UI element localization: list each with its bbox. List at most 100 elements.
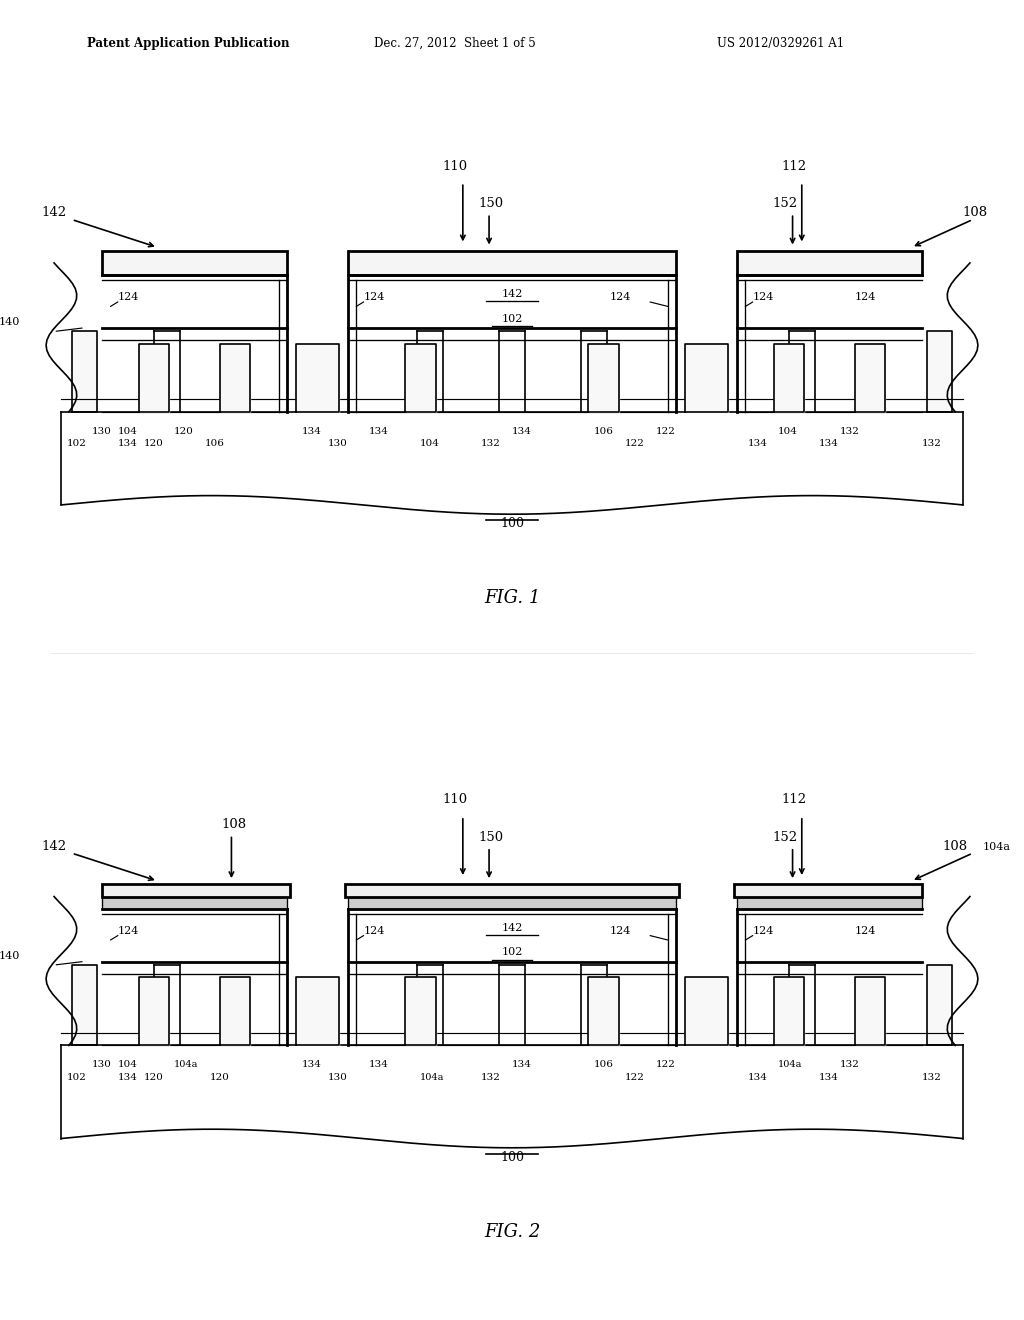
- Polygon shape: [404, 977, 435, 1045]
- Text: 124: 124: [753, 925, 774, 936]
- Text: 132: 132: [840, 426, 859, 436]
- Text: 130: 130: [92, 426, 112, 436]
- Text: 132: 132: [840, 1060, 859, 1069]
- Text: 124: 124: [609, 925, 631, 936]
- Text: 104a: 104a: [174, 1060, 199, 1069]
- Text: Patent Application Publication: Patent Application Publication: [87, 37, 290, 50]
- Text: 124: 124: [118, 292, 139, 302]
- Text: 134: 134: [819, 440, 839, 447]
- FancyBboxPatch shape: [102, 884, 290, 896]
- Polygon shape: [589, 343, 620, 412]
- Text: 100: 100: [500, 517, 524, 531]
- Text: 152: 152: [772, 197, 798, 210]
- Text: 142: 142: [502, 923, 522, 933]
- Text: 120: 120: [210, 1073, 229, 1081]
- Polygon shape: [589, 977, 620, 1045]
- Text: 102: 102: [502, 314, 522, 323]
- Text: 132: 132: [481, 440, 501, 447]
- Text: 104: 104: [778, 426, 798, 436]
- Text: FIG. 2: FIG. 2: [483, 1222, 541, 1241]
- Text: 124: 124: [364, 925, 385, 936]
- Text: 134: 134: [369, 1060, 388, 1069]
- Polygon shape: [927, 331, 952, 412]
- Polygon shape: [138, 343, 169, 412]
- Text: 134: 134: [512, 426, 531, 436]
- Text: 120: 120: [143, 440, 163, 447]
- Polygon shape: [296, 977, 339, 1045]
- Text: 134: 134: [512, 1060, 531, 1069]
- FancyBboxPatch shape: [345, 884, 679, 896]
- Text: 112: 112: [781, 160, 807, 173]
- Text: 106: 106: [594, 426, 613, 436]
- Polygon shape: [404, 343, 435, 412]
- Text: 108: 108: [963, 206, 988, 219]
- Bar: [102, 896, 287, 909]
- Bar: [348, 896, 676, 909]
- Text: 134: 134: [748, 1073, 767, 1081]
- FancyBboxPatch shape: [348, 251, 676, 276]
- Text: FIG. 1: FIG. 1: [483, 589, 541, 607]
- Text: 134: 134: [369, 426, 388, 436]
- Text: 134: 134: [302, 426, 322, 436]
- FancyBboxPatch shape: [734, 884, 922, 896]
- Text: 140: 140: [0, 950, 20, 961]
- Text: 104: 104: [118, 1060, 137, 1069]
- Text: 134: 134: [819, 1073, 839, 1081]
- Text: 102: 102: [67, 1073, 86, 1081]
- Polygon shape: [72, 965, 97, 1045]
- Text: 106: 106: [205, 440, 224, 447]
- Text: 104a: 104a: [420, 1073, 444, 1081]
- Bar: [737, 896, 922, 909]
- Text: 104a: 104a: [778, 1060, 803, 1069]
- Text: 124: 124: [609, 292, 631, 302]
- Text: 122: 122: [625, 1073, 644, 1081]
- Text: 124: 124: [364, 292, 385, 302]
- Text: 120: 120: [174, 426, 194, 436]
- Polygon shape: [855, 343, 886, 412]
- Polygon shape: [773, 977, 804, 1045]
- Text: 130: 130: [328, 1073, 347, 1081]
- Text: 142: 142: [41, 840, 67, 853]
- Text: 120: 120: [143, 1073, 163, 1081]
- Polygon shape: [138, 977, 169, 1045]
- FancyBboxPatch shape: [102, 251, 287, 276]
- Text: US 2012/0329261 A1: US 2012/0329261 A1: [717, 37, 844, 50]
- Text: 104: 104: [118, 426, 137, 436]
- Text: 132: 132: [481, 1073, 501, 1081]
- Polygon shape: [296, 343, 339, 412]
- Text: 142: 142: [41, 206, 67, 219]
- Text: 110: 110: [442, 160, 468, 173]
- Polygon shape: [927, 965, 952, 1045]
- Text: 102: 102: [502, 948, 522, 957]
- Text: 130: 130: [92, 1060, 112, 1069]
- Polygon shape: [72, 331, 97, 412]
- Text: 122: 122: [655, 1060, 675, 1069]
- Text: 124: 124: [855, 292, 877, 302]
- Text: 110: 110: [442, 793, 468, 807]
- Text: 150: 150: [479, 830, 504, 843]
- Polygon shape: [220, 343, 251, 412]
- Text: 134: 134: [118, 1073, 137, 1081]
- Text: 124: 124: [753, 292, 774, 302]
- Text: 134: 134: [748, 440, 767, 447]
- Text: 132: 132: [922, 1073, 941, 1081]
- Text: 108: 108: [221, 818, 247, 832]
- Text: 100: 100: [500, 1151, 524, 1164]
- Text: 124: 124: [118, 925, 139, 936]
- Polygon shape: [685, 343, 728, 412]
- Text: 104: 104: [420, 440, 439, 447]
- Polygon shape: [773, 343, 804, 412]
- Text: 142: 142: [502, 289, 522, 300]
- Text: 152: 152: [772, 830, 798, 843]
- Text: 130: 130: [328, 440, 347, 447]
- Text: 102: 102: [67, 440, 86, 447]
- Text: 134: 134: [118, 440, 137, 447]
- Text: 112: 112: [781, 793, 807, 807]
- Polygon shape: [220, 977, 251, 1045]
- Text: 140: 140: [0, 317, 20, 327]
- Text: 108: 108: [942, 840, 968, 853]
- Text: 132: 132: [922, 440, 941, 447]
- Text: 150: 150: [479, 197, 504, 210]
- Text: 124: 124: [855, 925, 877, 936]
- Text: Dec. 27, 2012  Sheet 1 of 5: Dec. 27, 2012 Sheet 1 of 5: [374, 37, 536, 50]
